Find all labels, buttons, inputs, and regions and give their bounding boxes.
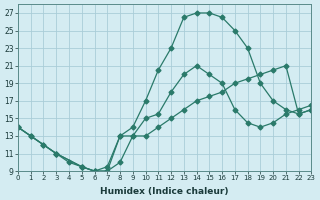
X-axis label: Humidex (Indice chaleur): Humidex (Indice chaleur) [100,187,229,196]
